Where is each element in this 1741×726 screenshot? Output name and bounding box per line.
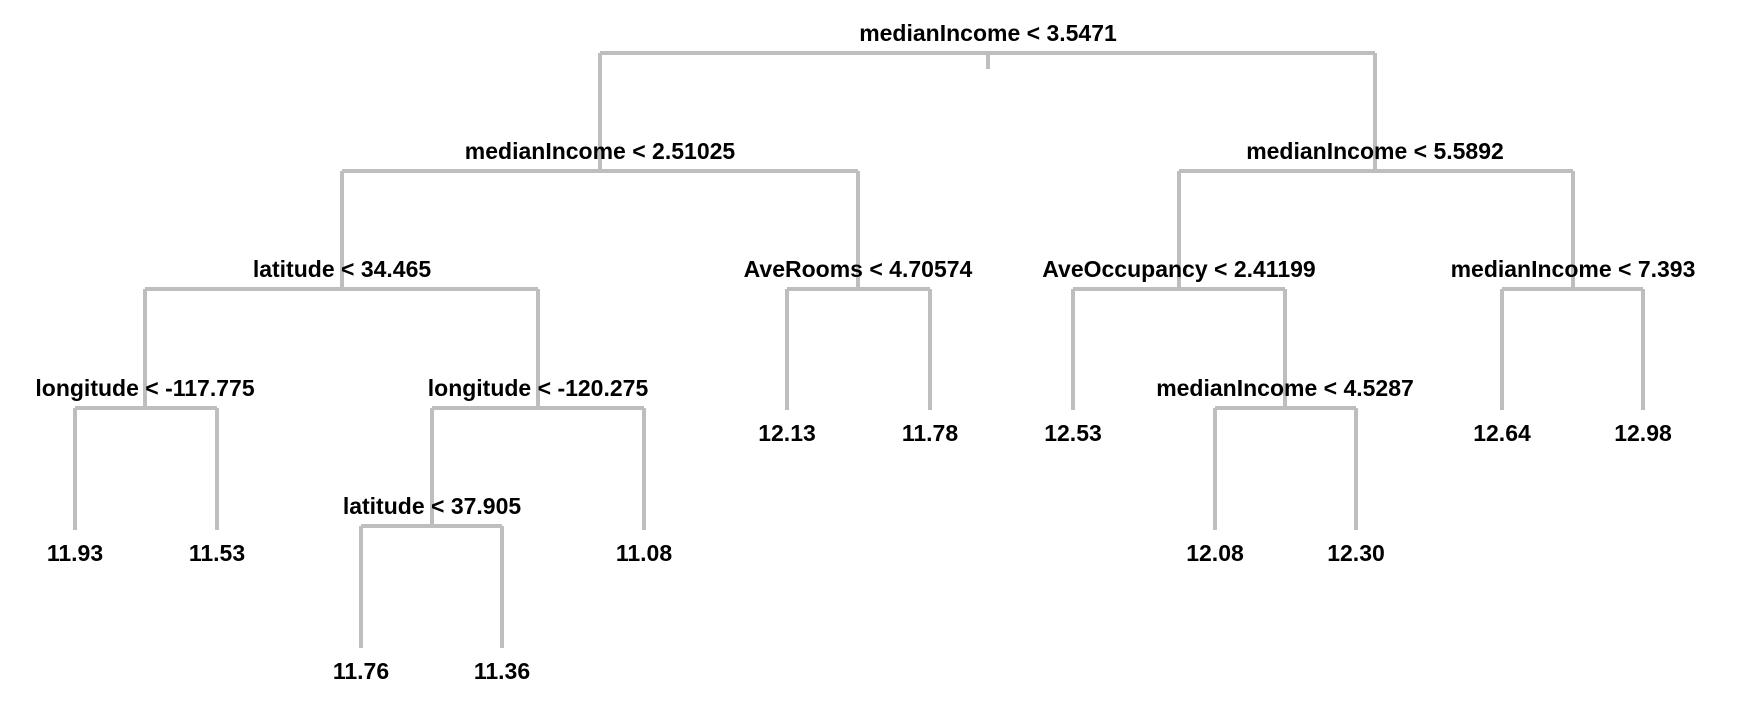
tree-edges — [73, 51, 1645, 648]
leaf-value: 12.30 — [1327, 540, 1385, 566]
leaf-value: 11.36 — [474, 658, 530, 684]
leaf-value: 12.08 — [1186, 540, 1244, 566]
tree-labels: medianIncome < 3.5471 medianIncome < 2.51… — [35, 20, 1695, 684]
leaf-value: 12.53 — [1044, 420, 1102, 446]
split-label: medianIncome < 3.5471 — [859, 20, 1117, 46]
split-label: medianIncome < 2.51025 — [465, 138, 736, 164]
split-label: medianIncome < 5.5892 — [1246, 138, 1504, 164]
leaf-value: 11.08 — [616, 540, 672, 566]
leaf-value: 11.78 — [902, 420, 958, 446]
leaf-value: 11.53 — [189, 540, 245, 566]
split-label: longitude < -120.275 — [428, 375, 649, 401]
leaf-value: 12.98 — [1614, 420, 1672, 446]
leaf-value: 11.93 — [47, 540, 103, 566]
leaf-value: 12.13 — [758, 420, 816, 446]
split-label: AveOccupancy < 2.41199 — [1042, 256, 1315, 282]
split-label: latitude < 37.905 — [343, 493, 522, 519]
split-label: medianIncome < 4.5287 — [1156, 375, 1414, 401]
leaf-value: 11.76 — [333, 658, 389, 684]
split-label: latitude < 34.465 — [253, 256, 432, 282]
split-label: longitude < -117.775 — [35, 375, 254, 401]
leaf-value: 12.64 — [1473, 420, 1531, 446]
split-label: medianIncome < 7.393 — [1451, 256, 1696, 282]
split-label: AveRooms < 4.70574 — [744, 256, 973, 282]
